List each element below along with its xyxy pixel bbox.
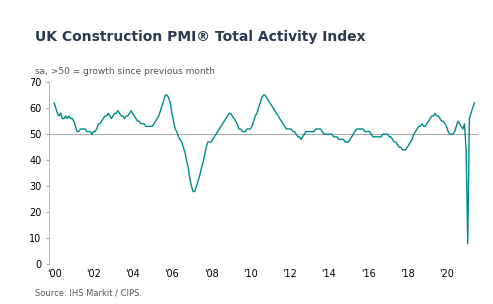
Text: UK Construction PMI® Total Activity Index: UK Construction PMI® Total Activity Inde…	[35, 30, 365, 44]
Text: Source: IHS Markit / CIPS.: Source: IHS Markit / CIPS.	[35, 289, 141, 298]
Text: sa, >50 = growth since previous month: sa, >50 = growth since previous month	[35, 67, 214, 76]
